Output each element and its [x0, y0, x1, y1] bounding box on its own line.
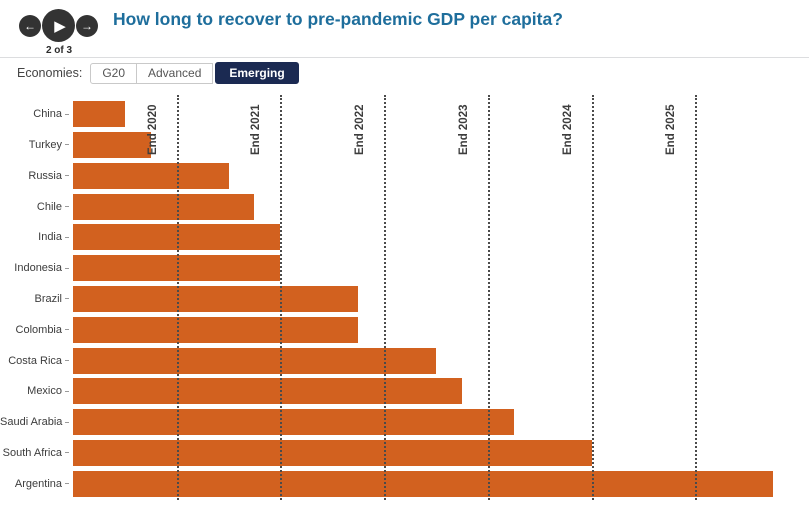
axis-tick	[65, 206, 69, 208]
axis-tick	[65, 421, 69, 423]
axis-tick	[65, 236, 69, 238]
gridline-end-2022	[384, 95, 387, 500]
economies-toggle-group: Economies: G20 Advanced Emerging	[17, 62, 299, 84]
country-label: Mexico	[27, 385, 62, 398]
axis-tick	[65, 390, 69, 392]
recovery-bar	[73, 285, 359, 312]
country-label: Costa Rica	[8, 354, 62, 367]
bar-row-russia: Russia	[0, 160, 809, 191]
recovery-bar	[73, 470, 773, 497]
country-label: Brazil	[34, 292, 62, 305]
bar-row-mexico: Mexico	[0, 376, 809, 407]
axis-tick	[65, 329, 69, 331]
bar-row-india: India	[0, 222, 809, 253]
axis-tick	[65, 483, 69, 485]
bar-row-china: China	[0, 99, 809, 130]
toggle-emerging[interactable]: Emerging	[215, 62, 299, 84]
arrow-right-icon: →	[81, 19, 93, 33]
country-label: China	[33, 108, 62, 121]
axis-tick	[65, 267, 69, 269]
axis-tick	[65, 144, 69, 146]
bar-row-brazil: Brazil	[0, 284, 809, 315]
axis-label: End 2024	[561, 104, 574, 156]
recovery-bar	[73, 316, 359, 343]
country-label: Indonesia	[14, 262, 62, 275]
bar-rows: China Turkey Russia Chile India Indonesia Braz…	[0, 99, 809, 499]
bar-row-south-africa: South Africa	[0, 438, 809, 469]
country-label: Russia	[28, 169, 62, 182]
bar-row-argentina: Argentina	[0, 468, 809, 499]
play-icon: ▶	[54, 17, 66, 35]
bar-row-colombia: Colombia	[0, 314, 809, 345]
country-label: Argentina	[14, 477, 62, 490]
axis-tick	[65, 113, 69, 115]
next-chart-button[interactable]: →	[76, 15, 98, 37]
bar-row-chile: Chile	[0, 191, 809, 222]
bar-row-indonesia: Indonesia	[0, 253, 809, 284]
bar-row-saudi-arabia: Saudi Arabia	[0, 407, 809, 438]
step-indicator: 2 of 3	[45, 45, 73, 56]
toggle-g20[interactable]: G20	[90, 62, 137, 84]
recovery-bar	[73, 409, 514, 436]
gridline-end-2024	[591, 95, 594, 500]
gridline-end-2020	[176, 95, 179, 500]
recovery-bar	[73, 378, 462, 405]
country-label: Turkey	[28, 138, 62, 151]
recovery-bar	[73, 131, 151, 158]
axis-tick	[65, 298, 69, 300]
country-label: Saudi Arabia	[0, 416, 63, 429]
axis-tick	[65, 175, 69, 177]
bar-row-turkey: Turkey	[0, 130, 809, 161]
header-divider	[0, 57, 809, 58]
gridline-end-2021	[280, 95, 283, 500]
country-label: Colombia	[15, 323, 62, 336]
country-label: South Africa	[2, 446, 62, 459]
previous-chart-button[interactable]: ←	[19, 15, 41, 37]
country-label: India	[38, 231, 62, 244]
axis-label: End 2020	[146, 104, 159, 156]
recovery-bar	[73, 193, 255, 220]
axis-label: End 2022	[354, 104, 367, 156]
play-button[interactable]: ▶	[42, 9, 75, 42]
axis-tick	[65, 360, 69, 362]
axis-label: End 2025	[665, 104, 678, 156]
recovery-bar	[73, 439, 592, 466]
country-label: Chile	[36, 200, 62, 213]
recovery-bar	[73, 101, 125, 128]
axis-tick	[65, 452, 69, 454]
gridline-end-2025	[695, 95, 698, 500]
recovery-bar	[73, 347, 436, 374]
arrow-left-icon: ←	[24, 19, 36, 33]
axis-label: End 2023	[457, 104, 470, 156]
bar-row-costa-rica: Costa Rica	[0, 345, 809, 376]
gridline-end-2023	[487, 95, 490, 500]
toggle-advanced[interactable]: Advanced	[136, 62, 214, 84]
page-title: How long to recover to pre-pandemic GDP …	[113, 9, 563, 29]
recovery-bar-chart: China Turkey Russia Chile India Indonesia Braz…	[0, 95, 809, 505]
axis-label: End 2021	[250, 104, 263, 156]
recovery-bar	[73, 162, 229, 189]
economies-label: Economies:	[17, 66, 83, 80]
